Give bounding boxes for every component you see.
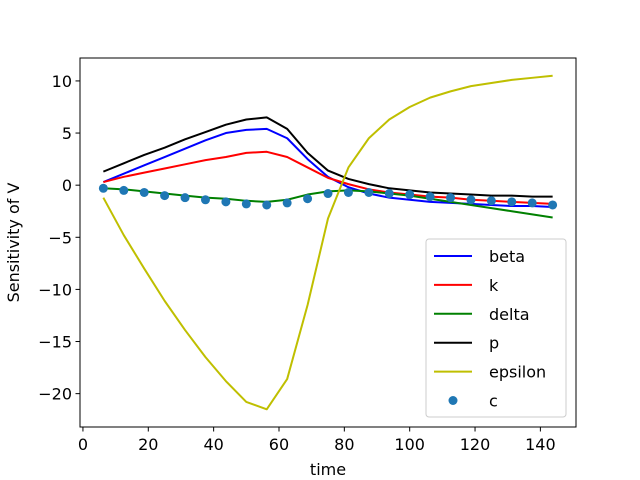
x-tick-label: 120 bbox=[460, 435, 491, 454]
series-c-point bbox=[446, 193, 456, 203]
y-ticks: −20 −15 −10 −5 0 5 10 bbox=[38, 72, 80, 404]
plot-frame bbox=[79, 57, 577, 428]
y-tick-label: −20 bbox=[38, 385, 72, 404]
series-c-point bbox=[98, 183, 108, 193]
series-c-point bbox=[486, 196, 496, 206]
series-c-point bbox=[323, 189, 333, 199]
series-c-point bbox=[425, 192, 435, 202]
series-c-point bbox=[221, 197, 231, 207]
legend-k-label: k bbox=[489, 276, 499, 295]
x-tick-label: 60 bbox=[269, 435, 289, 454]
legend-delta-label: delta bbox=[489, 305, 530, 324]
y-tick-label: 5 bbox=[62, 124, 72, 143]
series-c-point bbox=[548, 200, 558, 210]
legend-c-label: c bbox=[489, 392, 498, 411]
series-c-point bbox=[364, 187, 374, 197]
series-c-point bbox=[384, 189, 394, 199]
series-c-point bbox=[343, 187, 353, 197]
series-p-line bbox=[102, 116, 553, 198]
series-c-point bbox=[119, 185, 129, 195]
y-axis-label: Sensitivity of V bbox=[4, 183, 23, 303]
series-c-point bbox=[282, 198, 292, 208]
legend-beta-label: beta bbox=[489, 247, 525, 266]
series-c-point bbox=[405, 190, 415, 200]
x-tick-label: 80 bbox=[334, 435, 354, 454]
series-c-point bbox=[139, 187, 149, 197]
legend-p-label: p bbox=[489, 334, 499, 353]
series-c-point bbox=[507, 197, 517, 207]
x-tick-label: 100 bbox=[394, 435, 425, 454]
series-k-line bbox=[103, 150, 553, 205]
y-tick-label: 10 bbox=[52, 72, 72, 91]
series-c-point bbox=[262, 200, 272, 210]
y-tick-label: −5 bbox=[48, 228, 72, 247]
x-tick-label: 0 bbox=[78, 435, 88, 454]
series-c-point bbox=[160, 191, 170, 201]
x-axis-label: time bbox=[310, 460, 346, 479]
series-c-point bbox=[303, 194, 313, 204]
x-ticks: 0 20 40 60 80 100 120 140 bbox=[78, 427, 556, 454]
series-layer bbox=[98, 74, 558, 411]
y-tick-label: −10 bbox=[38, 280, 72, 299]
series-c-point bbox=[180, 193, 190, 203]
legend-c-swatch bbox=[448, 396, 458, 405]
legend-items: beta k delta p epsilon c bbox=[434, 247, 546, 411]
legend-epsilon-label: epsilon bbox=[489, 363, 546, 382]
legend: beta k delta p epsilon c bbox=[425, 238, 567, 418]
series-c-point bbox=[466, 195, 476, 205]
y-tick-label: −15 bbox=[38, 333, 72, 352]
y-tick-label: 0 bbox=[62, 176, 72, 195]
x-tick-label: 140 bbox=[525, 435, 556, 454]
series-epsilon-line bbox=[102, 74, 553, 411]
x-tick-label: 40 bbox=[203, 435, 223, 454]
x-tick-label: 20 bbox=[138, 435, 158, 454]
series-c-point bbox=[200, 195, 210, 205]
series-c-point bbox=[241, 199, 251, 209]
series-c-point bbox=[527, 198, 537, 208]
